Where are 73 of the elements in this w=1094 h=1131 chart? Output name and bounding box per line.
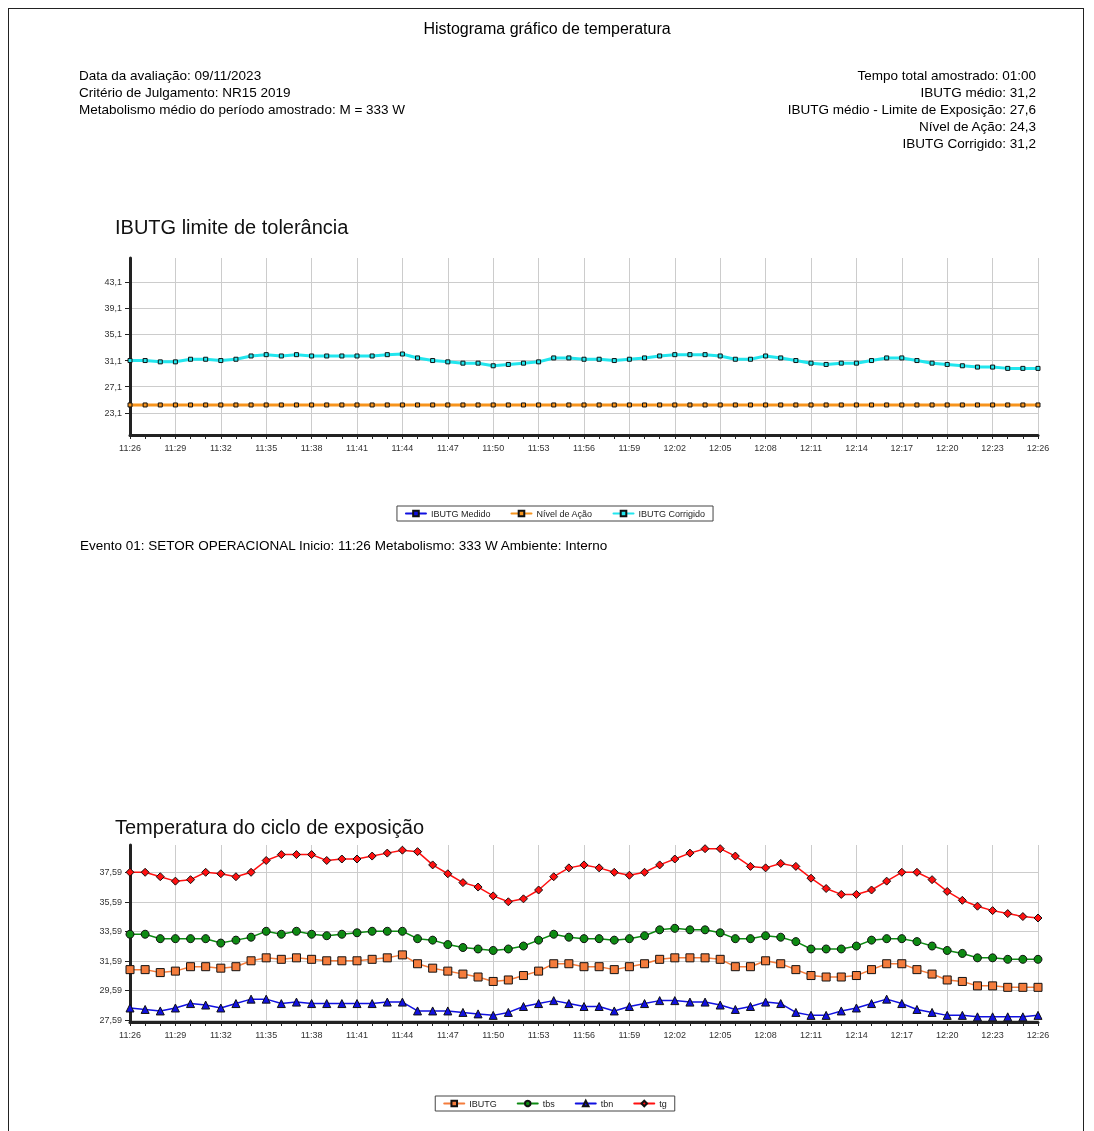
y-tick-label: 35,59 (99, 896, 122, 907)
x-tick-label: 12:08 (754, 1029, 777, 1040)
x-tick-label: 11:44 (391, 442, 414, 453)
y-tick-label: 29,59 (99, 985, 122, 996)
x-tick-label: 11:50 (482, 442, 505, 453)
text: IBUTG médio - Limite de Exposição: 27,6 (787, 101, 1036, 118)
text: Nível de Ação: 24,3 (917, 118, 1036, 135)
y-tick-label: 27,59 (99, 1014, 122, 1025)
x-tick-label: 11:35 (255, 442, 278, 453)
x-tick-label: 12:23 (981, 442, 1004, 453)
legend-label: IBUTG Corrigido (638, 508, 706, 519)
x-tick-label: 11:41 (346, 442, 368, 453)
text: Critério de Julgamento: NR15 2019 (79, 84, 292, 101)
y-tick-label: 35,1 (104, 329, 122, 340)
y-tick-label: 39,1 (104, 303, 122, 314)
chart-title: Temperatura do ciclo de exposição (115, 816, 425, 838)
x-tick-label: 11:53 (527, 1029, 550, 1040)
x-tick-label: 11:47 (436, 1029, 459, 1040)
x-tick-label: 11:47 (436, 442, 459, 453)
y-tick-label: 31,1 (104, 355, 122, 366)
x-tick-label: 11:59 (618, 1029, 641, 1040)
x-tick-label: 12:23 (981, 1029, 1004, 1040)
x-tick-label: 12:26 (1026, 1029, 1050, 1040)
x-tick-label: 12:05 (708, 1029, 732, 1040)
legend-label: tbs (542, 1098, 556, 1109)
legend-label: tbn (600, 1098, 614, 1109)
legend-label: Nível de Ação (536, 508, 593, 519)
x-tick-label: 12:17 (890, 1029, 914, 1040)
y-tick-label: 33,59 (99, 926, 122, 937)
x-tick-label: 12:14 (845, 442, 868, 453)
x-tick-label: 11:44 (391, 1029, 414, 1040)
x-tick-label: 12:17 (890, 442, 914, 453)
x-tick-label: 12:14 (845, 1029, 868, 1040)
text: IBUTG médio: 31,2 (919, 84, 1036, 101)
x-tick-label: 11:29 (164, 442, 187, 453)
y-tick-label: 23,1 (104, 407, 122, 418)
text: Data da avaliação: 09/11/2023 (79, 67, 263, 84)
x-tick-label: 11:26 (119, 1029, 141, 1040)
x-tick-label: 12:02 (663, 442, 687, 453)
x-tick-label: 11:35 (255, 1029, 278, 1040)
x-tick-label: 11:56 (573, 1029, 595, 1040)
x-tick-label: 11:32 (209, 442, 232, 453)
y-tick-label: 37,59 (99, 867, 122, 878)
x-tick-label: 11:26 (119, 442, 141, 453)
x-tick-label: 11:29 (164, 1029, 187, 1040)
text: Tempo total amostrado: 01:00 (856, 67, 1036, 84)
x-tick-label: 12:11 (800, 442, 822, 453)
y-tick-label: 43,1 (104, 277, 122, 288)
x-tick-label: 12:26 (1026, 442, 1050, 453)
x-tick-label: 11:38 (300, 442, 323, 453)
x-tick-label: 11:59 (618, 442, 641, 453)
x-tick-label: 11:41 (346, 1029, 368, 1040)
x-tick-label: 12:08 (754, 442, 777, 453)
y-tick-label: 27,1 (104, 381, 122, 392)
x-tick-label: 12:05 (708, 442, 732, 453)
text: Evento 01: SETOR OPERACIONAL Inicio: 11:26 Metabolismo: 333 W Ambiente: Interno (80, 538, 608, 553)
x-tick-label: 11:53 (527, 442, 550, 453)
x-tick-label: 11:32 (209, 1029, 232, 1040)
chart-title: IBUTG limite de tolerância (115, 216, 350, 238)
x-tick-label: 11:38 (300, 1029, 323, 1040)
text: Histograma gráfico de temperatura (422, 20, 672, 38)
y-tick-label: 31,59 (99, 955, 122, 966)
text: IBUTG Corrigido: 31,2 (901, 135, 1036, 152)
x-tick-label: 12:11 (800, 1029, 822, 1040)
text: Metabolismo médio do período amostrado: M = 333 W (79, 101, 406, 118)
x-tick-label: 11:56 (573, 442, 595, 453)
x-tick-label: 12:02 (663, 1029, 687, 1040)
x-tick-label: 12:20 (935, 442, 959, 453)
legend-label: IBUTG Medido (430, 508, 491, 519)
legend-label: tg (659, 1098, 667, 1109)
x-tick-label: 12:20 (935, 1029, 959, 1040)
x-tick-label: 11:50 (482, 1029, 505, 1040)
legend-label: IBUTG (469, 1098, 497, 1109)
